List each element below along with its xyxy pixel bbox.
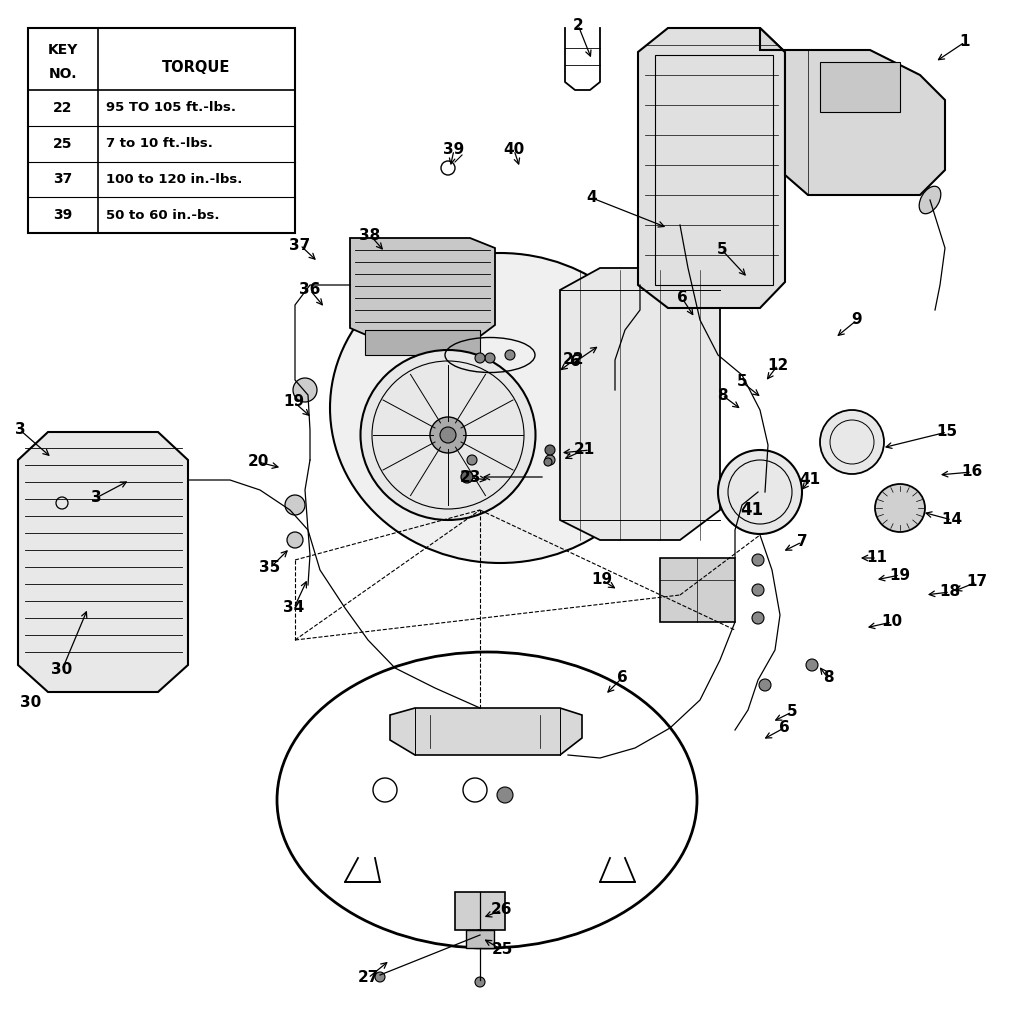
Text: 22: 22 — [563, 353, 585, 367]
Circle shape — [375, 972, 385, 982]
Circle shape — [545, 445, 555, 455]
Text: 15: 15 — [936, 425, 958, 440]
Circle shape — [467, 455, 477, 465]
Polygon shape — [350, 238, 495, 340]
Text: 2: 2 — [573, 17, 583, 33]
Bar — [455, 892, 505, 930]
Circle shape — [545, 455, 555, 465]
Circle shape — [287, 533, 303, 548]
Text: 37: 37 — [54, 173, 73, 186]
Text: 39: 39 — [54, 208, 73, 222]
Text: 14: 14 — [941, 513, 963, 527]
Text: 25: 25 — [54, 137, 73, 151]
Circle shape — [752, 612, 764, 624]
Text: 12: 12 — [767, 358, 789, 372]
Text: 16: 16 — [961, 465, 983, 479]
Text: 100 to 120 in.-lbs.: 100 to 120 in.-lbs. — [106, 173, 242, 186]
Ellipse shape — [919, 186, 940, 214]
Text: 27: 27 — [357, 970, 379, 986]
Text: 19: 19 — [283, 395, 305, 409]
Text: 23: 23 — [459, 471, 481, 485]
Circle shape — [440, 427, 456, 443]
Text: 39: 39 — [443, 143, 465, 157]
Circle shape — [430, 417, 466, 453]
Text: 4: 4 — [587, 190, 597, 206]
Polygon shape — [638, 28, 785, 308]
Text: 10: 10 — [882, 615, 902, 629]
Text: KEY: KEY — [47, 43, 78, 57]
Text: 37: 37 — [289, 237, 311, 253]
Polygon shape — [390, 708, 582, 755]
Text: 30: 30 — [20, 695, 41, 710]
Text: 19: 19 — [591, 573, 613, 587]
Circle shape — [293, 378, 317, 402]
Bar — [466, 930, 494, 948]
Text: 21: 21 — [574, 442, 594, 457]
Text: 19: 19 — [890, 567, 911, 583]
Circle shape — [285, 495, 305, 515]
Text: 6: 6 — [779, 721, 789, 735]
Circle shape — [497, 787, 513, 803]
Circle shape — [544, 458, 552, 466]
Text: 40: 40 — [504, 143, 524, 157]
Text: 11: 11 — [866, 551, 888, 565]
Text: 17: 17 — [966, 575, 988, 589]
Text: 41: 41 — [799, 473, 821, 487]
Polygon shape — [660, 558, 735, 622]
Text: 8: 8 — [717, 388, 727, 403]
Circle shape — [752, 584, 764, 596]
Bar — [28, 28, 295, 233]
Circle shape — [759, 680, 771, 691]
Text: 50 to 60 in.-bs.: 50 to 60 in.-bs. — [106, 209, 219, 222]
Text: 9: 9 — [852, 313, 862, 328]
Text: 95 TO 105 ft.-lbs.: 95 TO 105 ft.-lbs. — [106, 102, 236, 114]
Polygon shape — [560, 268, 720, 540]
Text: 5: 5 — [787, 704, 797, 720]
Circle shape — [505, 350, 515, 360]
Text: 3: 3 — [14, 423, 26, 438]
Ellipse shape — [330, 253, 670, 563]
Bar — [655, 56, 772, 285]
Text: 8: 8 — [823, 670, 833, 686]
Text: 6: 6 — [677, 291, 687, 305]
Circle shape — [475, 977, 485, 987]
Text: NO.: NO. — [48, 67, 77, 81]
Text: 20: 20 — [247, 454, 269, 470]
Text: 38: 38 — [359, 227, 381, 243]
Text: 6: 6 — [617, 670, 627, 686]
Text: 3: 3 — [91, 490, 101, 506]
Text: 25: 25 — [491, 943, 513, 957]
Text: 35: 35 — [260, 560, 280, 576]
Circle shape — [752, 554, 764, 566]
Text: 5: 5 — [736, 374, 748, 390]
Circle shape — [806, 659, 818, 671]
Text: 7 to 10 ft.-lbs.: 7 to 10 ft.-lbs. — [106, 137, 213, 150]
Polygon shape — [365, 330, 480, 355]
Text: 41: 41 — [741, 501, 763, 519]
Polygon shape — [18, 432, 188, 692]
Circle shape — [475, 353, 485, 363]
Circle shape — [485, 353, 495, 363]
Text: 5: 5 — [717, 243, 727, 257]
Text: 26: 26 — [491, 903, 513, 918]
Text: 18: 18 — [939, 585, 961, 599]
Text: 34: 34 — [283, 600, 305, 616]
Text: 36: 36 — [300, 283, 320, 297]
Ellipse shape — [876, 484, 925, 533]
Circle shape — [461, 471, 473, 483]
Polygon shape — [760, 28, 945, 195]
Ellipse shape — [360, 350, 536, 520]
Text: 6: 6 — [570, 355, 580, 369]
Circle shape — [820, 410, 884, 474]
Text: TORQUE: TORQUE — [162, 61, 230, 75]
Text: 7: 7 — [796, 535, 808, 550]
Bar — [820, 62, 900, 112]
Text: 30: 30 — [52, 662, 73, 677]
Text: 22: 22 — [54, 101, 73, 115]
Text: 1: 1 — [960, 35, 970, 49]
Circle shape — [718, 450, 802, 534]
